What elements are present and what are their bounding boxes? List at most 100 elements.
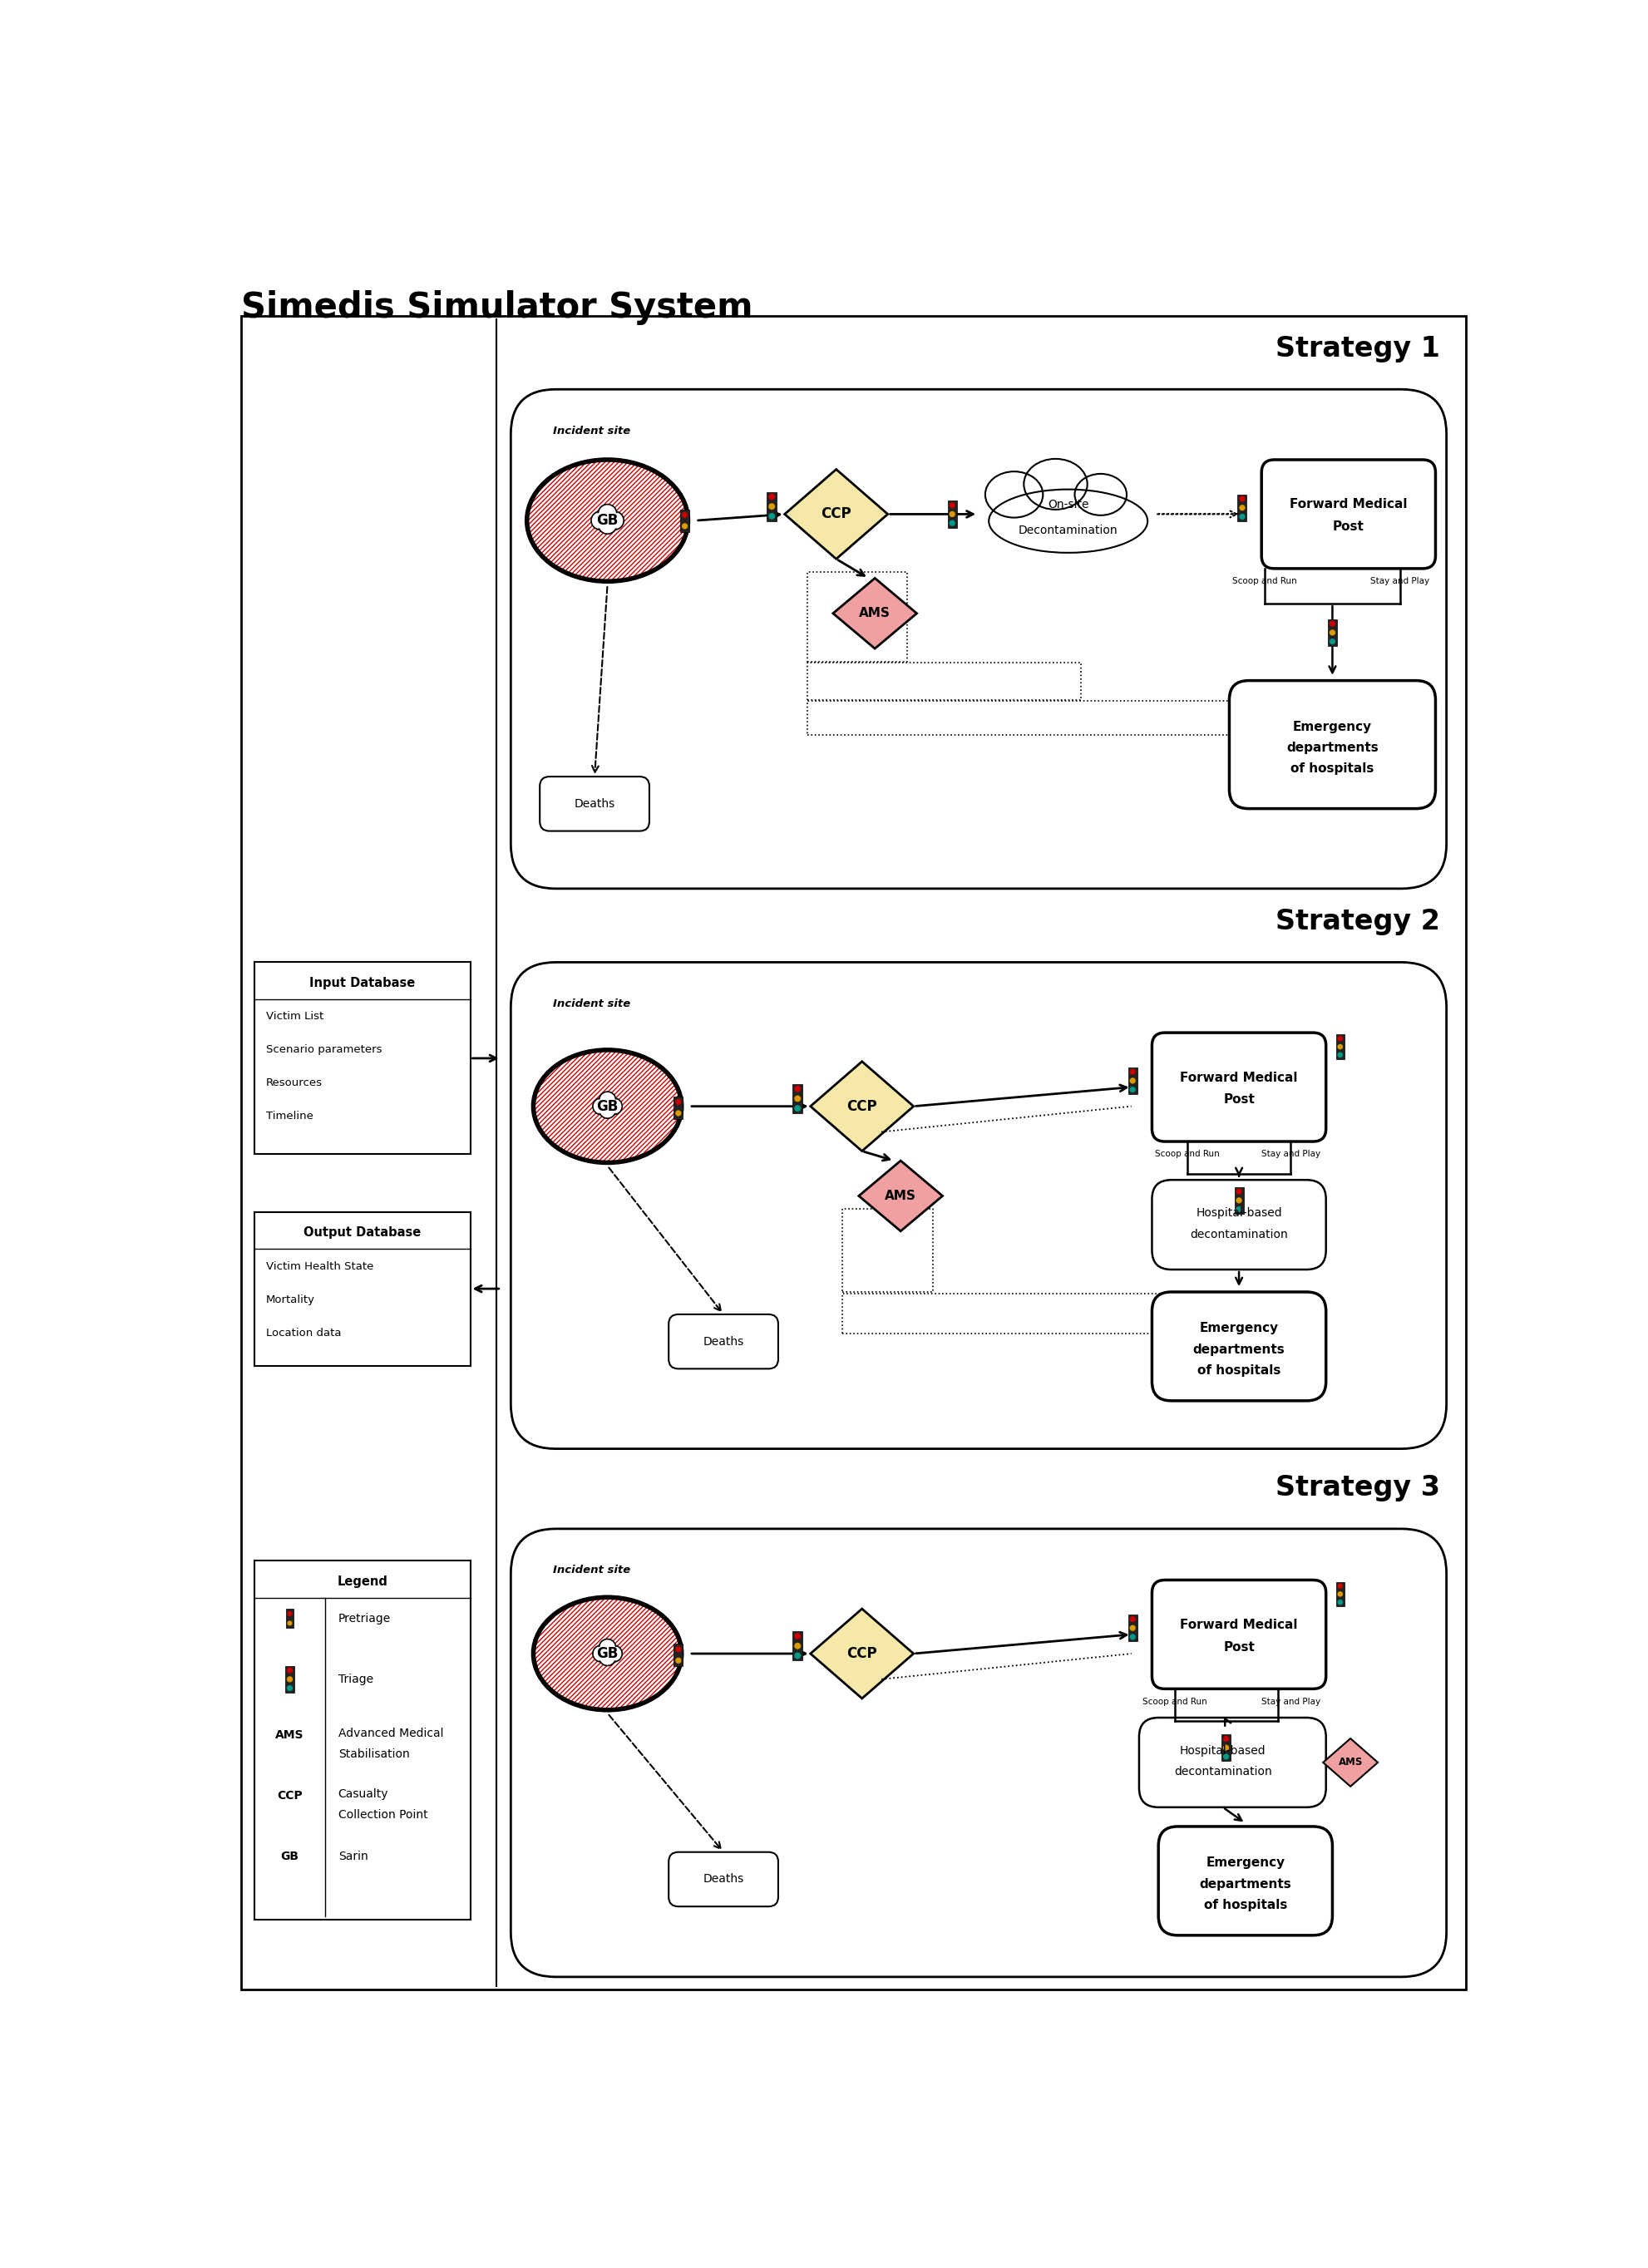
Text: GB: GB	[597, 513, 618, 528]
Circle shape	[1129, 1617, 1135, 1622]
Circle shape	[600, 1102, 615, 1118]
Text: of hospitals: of hospitals	[1290, 762, 1374, 776]
Bar	[1337, 1583, 1345, 1606]
Circle shape	[676, 1647, 681, 1653]
Text: Forward Medical: Forward Medical	[1180, 1070, 1299, 1084]
Circle shape	[593, 513, 608, 528]
FancyBboxPatch shape	[1152, 1581, 1327, 1690]
Circle shape	[600, 1093, 615, 1107]
Circle shape	[1338, 1583, 1343, 1588]
Text: departments: departments	[1200, 1878, 1292, 1889]
Polygon shape	[811, 1061, 913, 1152]
Text: AMS: AMS	[859, 608, 890, 619]
Circle shape	[949, 510, 956, 517]
Text: Post: Post	[1333, 522, 1365, 533]
Text: Post: Post	[1223, 1093, 1254, 1107]
Circle shape	[1239, 513, 1246, 519]
Circle shape	[949, 519, 956, 526]
Text: Incident site: Incident site	[552, 426, 630, 435]
Text: Location data: Location data	[265, 1327, 341, 1338]
Text: departments: departments	[1287, 742, 1378, 753]
Text: Forward Medical: Forward Medical	[1290, 499, 1407, 510]
Circle shape	[1236, 1198, 1243, 1204]
Text: Casualty: Casualty	[338, 1789, 389, 1801]
Text: Simedis Simulator System: Simedis Simulator System	[242, 290, 753, 324]
Bar	[1238, 494, 1248, 522]
Text: Deaths: Deaths	[704, 1873, 743, 1885]
Text: CCP: CCP	[847, 1647, 877, 1660]
FancyBboxPatch shape	[511, 390, 1447, 889]
Text: Timeline: Timeline	[265, 1111, 313, 1123]
Circle shape	[593, 1100, 608, 1114]
Bar	[1328, 619, 1337, 646]
Bar	[1221, 1735, 1231, 1762]
Text: CCP: CCP	[277, 1789, 303, 1801]
FancyBboxPatch shape	[541, 776, 649, 830]
Text: Mortality: Mortality	[265, 1295, 315, 1304]
Circle shape	[1129, 1633, 1135, 1640]
Bar	[1127, 1068, 1137, 1093]
Circle shape	[676, 1109, 681, 1116]
Bar	[285, 1608, 293, 1628]
Circle shape	[794, 1653, 801, 1658]
Text: Hospital-based: Hospital-based	[1180, 1744, 1266, 1758]
Text: Input Database: Input Database	[310, 978, 415, 989]
Circle shape	[606, 1100, 621, 1114]
Circle shape	[1338, 1043, 1343, 1050]
Circle shape	[600, 517, 615, 533]
Circle shape	[600, 1640, 615, 1653]
Text: GB: GB	[597, 1098, 618, 1114]
Circle shape	[1338, 1052, 1343, 1057]
Text: GB: GB	[597, 1647, 618, 1660]
Circle shape	[794, 1095, 801, 1102]
FancyBboxPatch shape	[669, 1315, 778, 1370]
Bar	[674, 1644, 682, 1667]
Text: Sarin: Sarin	[338, 1851, 368, 1862]
Ellipse shape	[989, 490, 1147, 553]
Text: On-site: On-site	[1048, 499, 1089, 510]
Text: Emergency: Emergency	[1206, 1857, 1285, 1869]
Polygon shape	[784, 469, 888, 558]
Text: decontamination: decontamination	[1173, 1767, 1272, 1778]
Circle shape	[600, 1649, 616, 1665]
Circle shape	[287, 1676, 293, 1683]
Circle shape	[606, 1647, 621, 1660]
Text: Triage: Triage	[338, 1674, 372, 1685]
Circle shape	[794, 1633, 801, 1640]
Bar	[1234, 1186, 1244, 1213]
Circle shape	[1330, 631, 1335, 635]
Text: Deaths: Deaths	[704, 1336, 743, 1347]
Ellipse shape	[527, 460, 687, 581]
FancyBboxPatch shape	[1152, 1179, 1327, 1270]
FancyBboxPatch shape	[511, 1529, 1447, 1978]
Text: Incident site: Incident site	[552, 1565, 630, 1576]
Bar	[793, 1084, 803, 1114]
Text: Strategy 3: Strategy 3	[1276, 1474, 1440, 1501]
Text: Scoop and Run: Scoop and Run	[1142, 1696, 1206, 1706]
Circle shape	[768, 494, 775, 499]
Circle shape	[1223, 1744, 1229, 1751]
Text: Legend: Legend	[336, 1574, 387, 1588]
Circle shape	[1129, 1086, 1135, 1093]
FancyBboxPatch shape	[1159, 1826, 1333, 1935]
Circle shape	[676, 1658, 681, 1662]
Text: Pretriage: Pretriage	[338, 1613, 391, 1624]
Polygon shape	[859, 1161, 943, 1232]
Circle shape	[949, 501, 956, 508]
Text: CCP: CCP	[847, 1098, 877, 1114]
Circle shape	[1223, 1753, 1229, 1760]
Circle shape	[1236, 1207, 1243, 1213]
Circle shape	[605, 1644, 623, 1662]
Text: Output Database: Output Database	[303, 1227, 420, 1238]
Bar	[254, 1211, 470, 1365]
FancyBboxPatch shape	[1139, 1717, 1327, 1808]
Circle shape	[794, 1086, 801, 1093]
Circle shape	[600, 1091, 616, 1109]
Text: Stabilisation: Stabilisation	[338, 1749, 409, 1760]
Text: Collection Point: Collection Point	[338, 1810, 427, 1821]
Bar	[674, 1095, 682, 1118]
Circle shape	[676, 1100, 681, 1105]
Text: Stay and Play: Stay and Play	[1261, 1150, 1320, 1159]
Text: decontamination: decontamination	[1190, 1229, 1289, 1241]
Text: Forward Medical: Forward Medical	[1180, 1619, 1299, 1631]
